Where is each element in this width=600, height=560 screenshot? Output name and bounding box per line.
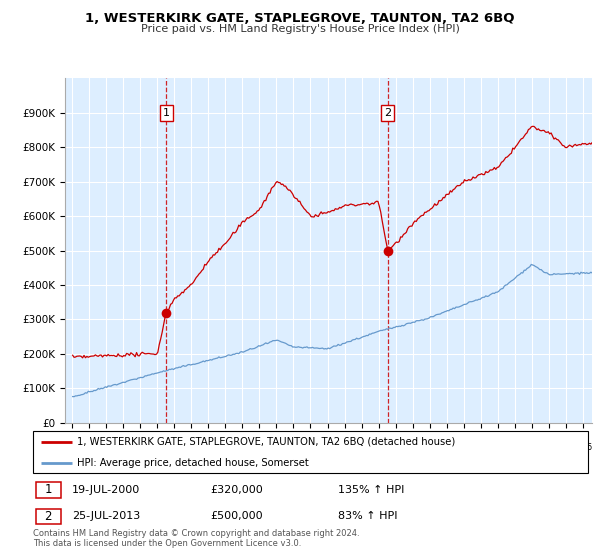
Text: £320,000: £320,000 bbox=[211, 485, 263, 495]
Text: 2: 2 bbox=[44, 510, 52, 523]
Text: 135% ↑ HPI: 135% ↑ HPI bbox=[338, 485, 404, 495]
Text: Price paid vs. HM Land Registry's House Price Index (HPI): Price paid vs. HM Land Registry's House … bbox=[140, 24, 460, 34]
FancyBboxPatch shape bbox=[33, 431, 588, 473]
Text: 1: 1 bbox=[44, 483, 52, 496]
Text: 1, WESTERKIRK GATE, STAPLEGROVE, TAUNTON, TA2 6BQ (detached house): 1, WESTERKIRK GATE, STAPLEGROVE, TAUNTON… bbox=[77, 437, 455, 447]
Text: £500,000: £500,000 bbox=[211, 511, 263, 521]
FancyBboxPatch shape bbox=[36, 508, 61, 524]
Text: Contains HM Land Registry data © Crown copyright and database right 2024.
This d: Contains HM Land Registry data © Crown c… bbox=[33, 529, 359, 548]
Text: 2: 2 bbox=[384, 108, 391, 118]
Text: 83% ↑ HPI: 83% ↑ HPI bbox=[338, 511, 398, 521]
Text: 1: 1 bbox=[163, 108, 170, 118]
Text: 25-JUL-2013: 25-JUL-2013 bbox=[72, 511, 140, 521]
Text: HPI: Average price, detached house, Somerset: HPI: Average price, detached house, Some… bbox=[77, 458, 309, 468]
Text: 1, WESTERKIRK GATE, STAPLEGROVE, TAUNTON, TA2 6BQ: 1, WESTERKIRK GATE, STAPLEGROVE, TAUNTON… bbox=[85, 12, 515, 25]
FancyBboxPatch shape bbox=[36, 482, 61, 498]
Text: 19-JUL-2000: 19-JUL-2000 bbox=[72, 485, 140, 495]
